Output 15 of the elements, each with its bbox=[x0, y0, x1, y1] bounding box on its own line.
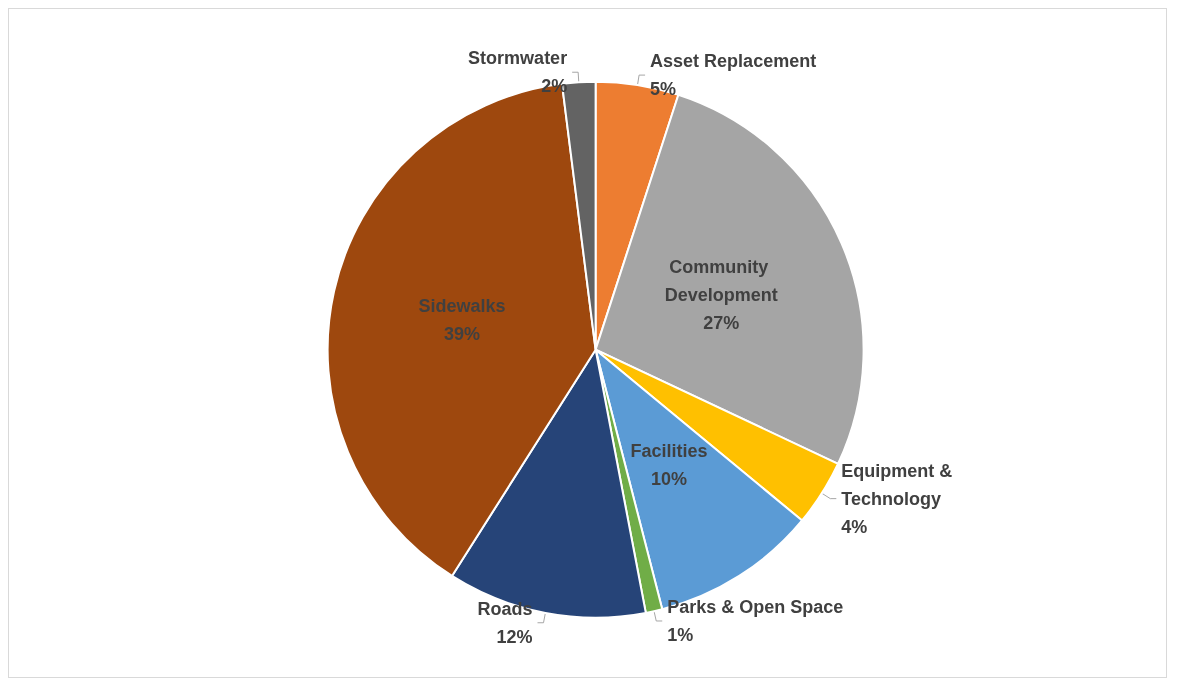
data-label: 27% bbox=[703, 313, 740, 334]
data-label: 12% bbox=[496, 626, 533, 647]
data-label: 10% bbox=[650, 469, 688, 490]
slice-label: Equipment & Technology bbox=[841, 460, 958, 509]
data-label: 1% bbox=[667, 624, 694, 645]
data-label: 39% bbox=[443, 323, 480, 344]
data-label: 4% bbox=[841, 516, 868, 537]
slice-label: Parks & Open Space bbox=[667, 596, 844, 617]
slice-label: Stormwater bbox=[468, 48, 568, 69]
slice-label: Facilities bbox=[630, 441, 708, 462]
slice-label: Asset Replacement bbox=[650, 51, 817, 72]
data-label: 2% bbox=[541, 76, 568, 97]
slice-label: Roads bbox=[477, 598, 533, 619]
slice-label: Sidewalks bbox=[418, 295, 506, 316]
slice-label: Community Development bbox=[664, 257, 778, 306]
